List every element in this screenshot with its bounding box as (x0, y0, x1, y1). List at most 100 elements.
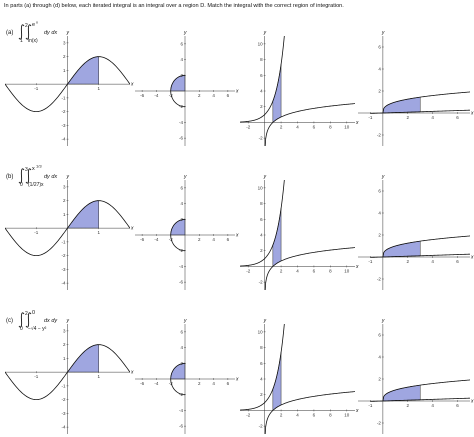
outer-upper: 3 (25, 167, 28, 173)
integral-sign (25, 24, 32, 40)
x-tick-label: 6 (313, 268, 316, 273)
x-tick-label: 8 (329, 268, 332, 273)
graph-option: x y -1 1 3 2 1 -1 -2 -3 -4 (5, 318, 134, 434)
curve (370, 397, 470, 402)
curve (264, 247, 355, 290)
y-tick-label: 4 (260, 377, 263, 382)
curve (170, 362, 186, 396)
curve (240, 180, 285, 267)
integral-sign (18, 312, 25, 328)
curve (382, 235, 470, 258)
x-tick-label: -1 (368, 403, 372, 408)
graph-option: x y -2 2 4 6 8 10 10 8 6 4 2 -2 (240, 318, 359, 434)
x-tick-label: 10 (344, 124, 350, 129)
x-tick-label: 6 (227, 381, 230, 386)
y-tick-label: 2 (63, 54, 66, 59)
x-tick-label: 4 (431, 259, 434, 264)
x-tick-label: -4 (154, 381, 158, 386)
curve (240, 36, 285, 123)
y-tick-label: -2 (259, 280, 263, 285)
curve (170, 74, 186, 108)
integral-sign (18, 168, 25, 184)
axis-label: x (235, 233, 239, 239)
outer-lower: 0 (20, 326, 23, 332)
y-tick-label: 4 (180, 57, 183, 62)
y-tick-label: 4 (378, 211, 381, 216)
inner-upper-exp: 1/3 (36, 164, 42, 169)
y-tick-label: -2 (61, 253, 65, 258)
x-tick-label: 4 (296, 412, 299, 417)
axis-label: x (355, 120, 359, 126)
axis-label: x (470, 111, 474, 117)
x-tick-label: 2 (407, 115, 410, 120)
x-tick-label: 2 (407, 403, 410, 408)
y-tick-label: 2 (260, 392, 263, 397)
x-tick-label: -6 (140, 237, 144, 242)
axis-label: x (355, 264, 359, 270)
graph-option: x y -1 1 3 2 1 -1 -2 -3 -4 (5, 30, 134, 146)
x-tick-label: 4 (431, 115, 434, 120)
y-tick-label: -2 (377, 277, 381, 282)
y-tick-label: 2 (260, 248, 263, 253)
x-tick-label: 1 (97, 86, 100, 91)
graph-option: x y -2 2 4 6 8 10 10 8 6 4 2 -2 (240, 30, 359, 146)
graph-option: x y -1 2 4 6 6 4 2 -2 (358, 318, 474, 434)
y-tick-label: 6 (180, 41, 183, 46)
y-tick-label: -6 (179, 136, 183, 141)
graph-option: x y -1 1 3 2 1 -1 -2 -3 -4 (5, 174, 134, 290)
x-tick-label: 1 (97, 230, 100, 235)
y-tick-label: -2 (259, 136, 263, 141)
x-tick-label: 2 (280, 268, 283, 273)
y-tick-label: -4 (179, 408, 183, 413)
y-tick-label: 2 (378, 377, 381, 382)
y-tick-label: -4 (179, 264, 183, 269)
curve (5, 344, 130, 401)
axis-label: y (263, 30, 267, 36)
y-tick-label: 4 (378, 355, 381, 360)
inner-upper: e (32, 22, 35, 28)
y-tick-label: 10 (258, 329, 264, 334)
curve (382, 379, 470, 402)
region (67, 56, 99, 85)
y-tick-label: -6 (179, 424, 183, 429)
curve (264, 103, 355, 146)
axis-label: y (183, 318, 187, 324)
y-tick-label: -2 (61, 109, 65, 114)
x-tick-label: 1 (97, 374, 100, 379)
y-tick-label: -2 (179, 104, 183, 109)
axis-label: x (130, 226, 134, 232)
axis-label: y (381, 174, 385, 180)
outer-lower: 1 (20, 38, 23, 44)
region (382, 96, 421, 114)
y-tick-label: 2 (260, 104, 263, 109)
x-tick-label: 4 (212, 237, 215, 242)
axis-label: y (381, 30, 385, 36)
x-tick-label: -6 (140, 381, 144, 386)
y-tick-label: 6 (180, 185, 183, 190)
part-label: (a) (6, 30, 13, 36)
x-tick-label: -1 (368, 115, 372, 120)
axis-label: y (263, 318, 267, 324)
y-tick-label: 2 (378, 89, 381, 94)
region (67, 344, 99, 373)
integral-sign (25, 312, 32, 328)
x-tick-label: -4 (154, 93, 158, 98)
axis-label: y (263, 174, 267, 180)
y-tick-label: 6 (378, 45, 381, 50)
x-tick-label: 10 (344, 412, 350, 417)
curve (382, 91, 470, 114)
curve (370, 253, 470, 258)
y-tick-label: 10 (258, 185, 264, 190)
axis-label: y (66, 174, 70, 180)
y-tick-label: 4 (260, 233, 263, 238)
inner-upper-exp: x (36, 20, 38, 25)
y-tick-label: -1 (61, 239, 65, 244)
y-tick-label: -4 (61, 137, 65, 142)
axis-label: y (381, 318, 385, 324)
x-tick-label: 2 (280, 124, 283, 129)
x-tick-label: 4 (296, 124, 299, 129)
x-tick-label: 8 (329, 124, 332, 129)
x-tick-label: -2 (246, 412, 250, 417)
y-tick-label: -2 (61, 397, 65, 402)
